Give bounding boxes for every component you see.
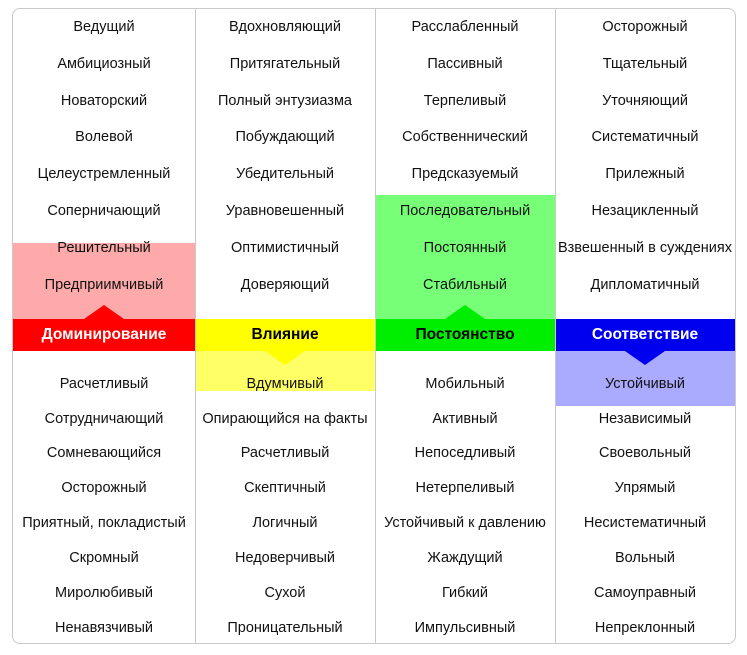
- steadiness-top-trait: Постоянный: [423, 240, 507, 256]
- influence-top-trait: Побуждающий: [235, 129, 335, 145]
- influence-top-trait: Притягательный: [229, 56, 341, 72]
- steadiness-bottom-trait: Непоседливый: [414, 445, 516, 461]
- column-steadiness: Расслабленный Пассивный Терпеливый Собствен…: [375, 9, 555, 643]
- influence-top-trait: Оптимистичный: [230, 240, 339, 256]
- column-influence: Вдохновляющий Притягательный Полный энтузи…: [195, 9, 375, 643]
- steadiness-bottom-trait: Жаждущий: [427, 550, 503, 566]
- dominance-bottom-trait: Сотрудничающий: [44, 411, 164, 427]
- dominance-bottom-trait: Миролюбивый: [55, 585, 153, 601]
- influence-bottom-trait: Сухой: [264, 585, 306, 601]
- compliance-top-trait: Осторожный: [602, 19, 688, 35]
- header-dominance: Доминирование: [13, 319, 195, 351]
- steadiness-top-trait: Терпеливый: [423, 93, 507, 109]
- dominance-top-trait: Ведущий: [73, 19, 135, 35]
- column-compliance: Осторожный Тщательный Уточняющий Систематич…: [555, 9, 735, 643]
- steadiness-bottom-trait: Гибкий: [442, 585, 488, 601]
- compliance-bottom-trait: Самоуправный: [593, 585, 697, 601]
- dominance-bottom-trait: Сомневающийся: [46, 445, 162, 461]
- arrow-down-icon: [265, 351, 305, 365]
- dominance-top-trait: Соперничающий: [47, 203, 161, 219]
- influence-top-trait: Вдохновляющий: [229, 19, 341, 35]
- compliance-bottom-trait: Своевольный: [599, 445, 691, 461]
- steadiness-bottom-trait: Мобильный: [425, 376, 505, 392]
- steadiness-bottom-trait: Нетерпеливый: [415, 480, 515, 496]
- compliance-top-trait: Дипломатичный: [590, 277, 700, 293]
- dominance-bottom-trait: Ненавязчивый: [54, 620, 154, 636]
- highlight-steadiness: [375, 195, 555, 319]
- arrow-down-icon: [625, 351, 665, 365]
- dominance-top-trait: Решительный: [57, 240, 151, 256]
- dominance-top-trait: Новаторский: [60, 93, 148, 109]
- dominance-bottom-trait: Расчетливый: [59, 376, 149, 392]
- influence-bottom-trait: Проницательный: [227, 620, 343, 636]
- influence-top-trait: Уравновешенный: [225, 203, 345, 219]
- header-influence: Влияние: [195, 319, 375, 351]
- influence-bottom-trait: Логичный: [252, 515, 318, 531]
- steadiness-top-trait: Пассивный: [427, 56, 503, 72]
- steadiness-top-trait: Последовательный: [399, 203, 531, 219]
- column-dominance: Ведущий Амбициозный Новаторский Волевой Целе…: [13, 9, 195, 643]
- column-divider: [555, 9, 556, 643]
- dominance-top-trait: Амбициозный: [57, 56, 151, 72]
- steadiness-bottom-trait: Устойчивый к давлению: [384, 515, 546, 531]
- dominance-top-trait: Предприимчивый: [44, 277, 164, 293]
- compliance-top-trait: Прилежный: [605, 166, 685, 182]
- arrow-up-icon: [84, 305, 124, 319]
- dominance-bottom-trait: Осторожный: [61, 480, 147, 496]
- compliance-top-trait: Систематичный: [591, 129, 699, 145]
- compliance-bottom-trait: Упрямый: [614, 480, 676, 496]
- influence-top-trait: Доверяющий: [240, 277, 330, 293]
- compliance-bottom-trait: Устойчивый: [604, 376, 685, 392]
- compliance-top-trait: Уточняющий: [602, 93, 688, 109]
- influence-top-trait: Убедительный: [236, 166, 334, 182]
- compliance-bottom-trait: Непреклонный: [594, 620, 696, 636]
- influence-bottom-trait: Скептичный: [244, 480, 326, 496]
- column-divider: [375, 9, 376, 643]
- influence-bottom-trait: Расчетливый: [240, 445, 330, 461]
- dominance-bottom-trait: Приятный, покладистый: [22, 515, 186, 531]
- steadiness-bottom-trait: Активный: [432, 411, 498, 427]
- compliance-top-trait: Незацикленный: [591, 203, 699, 219]
- steadiness-top-trait: Стабильный: [423, 277, 507, 293]
- steadiness-top-trait: Собственнический: [402, 129, 528, 145]
- column-divider: [195, 9, 196, 643]
- header-compliance: Соответствие: [555, 319, 735, 351]
- compliance-top-trait: Тщательный: [602, 56, 688, 72]
- steadiness-top-trait: Предсказуемый: [411, 166, 519, 182]
- dominance-bottom-trait: Скромный: [69, 550, 139, 566]
- steadiness-bottom-trait: Импульсивный: [414, 620, 516, 636]
- arrow-up-icon: [445, 305, 485, 319]
- header-steadiness: Постоянство: [375, 319, 555, 351]
- compliance-bottom-trait: Вольный: [615, 550, 675, 566]
- compliance-bottom-trait: Несистематичный: [583, 515, 707, 531]
- influence-bottom-trait: Опирающийся на факты: [202, 411, 368, 427]
- compliance-top-trait: Взвешенный в суждениях: [557, 240, 732, 256]
- dominance-top-trait: Целеустремленный: [37, 166, 171, 182]
- disc-traits-table: Ведущий Амбициозный Новаторский Волевой Целе…: [12, 8, 736, 644]
- influence-bottom-trait: Вдумчивый: [246, 376, 324, 392]
- compliance-bottom-trait: Независимый: [598, 411, 692, 427]
- influence-top-trait: Полный энтузиазма: [218, 93, 352, 109]
- dominance-top-trait: Волевой: [75, 129, 133, 145]
- steadiness-top-trait: Расслабленный: [411, 19, 519, 35]
- influence-bottom-trait: Недоверчивый: [235, 550, 335, 566]
